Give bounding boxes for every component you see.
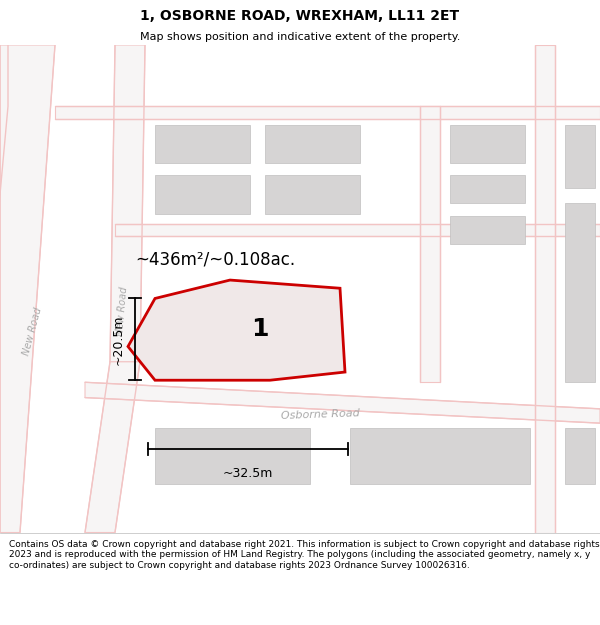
Text: ~20.5m: ~20.5m [112, 314, 125, 364]
Polygon shape [85, 362, 140, 532]
Text: New Road: New Road [115, 286, 129, 336]
Polygon shape [115, 224, 600, 236]
Polygon shape [265, 175, 360, 214]
Polygon shape [110, 45, 145, 362]
Polygon shape [350, 428, 530, 484]
Polygon shape [0, 45, 55, 532]
Polygon shape [565, 125, 595, 188]
Polygon shape [420, 106, 440, 382]
Text: ~32.5m: ~32.5m [223, 467, 273, 480]
Polygon shape [155, 428, 310, 484]
Polygon shape [85, 382, 600, 423]
Polygon shape [128, 280, 345, 380]
Polygon shape [565, 203, 595, 382]
Text: 1: 1 [251, 317, 269, 341]
Polygon shape [450, 216, 525, 244]
Text: New Road: New Road [21, 306, 43, 356]
Polygon shape [55, 106, 600, 119]
Text: Contains OS data © Crown copyright and database right 2021. This information is : Contains OS data © Crown copyright and d… [9, 540, 599, 570]
Text: Map shows position and indicative extent of the property.: Map shows position and indicative extent… [140, 32, 460, 43]
Polygon shape [535, 45, 555, 532]
Polygon shape [565, 428, 595, 484]
Polygon shape [265, 125, 360, 162]
Polygon shape [450, 175, 525, 203]
Text: ~436m²/~0.108ac.: ~436m²/~0.108ac. [135, 251, 295, 269]
Polygon shape [155, 125, 250, 162]
Polygon shape [155, 175, 250, 214]
Text: Osborne Road: Osborne Road [280, 409, 359, 421]
Text: 1, OSBORNE ROAD, WREXHAM, LL11 2ET: 1, OSBORNE ROAD, WREXHAM, LL11 2ET [140, 9, 460, 23]
Polygon shape [450, 125, 525, 162]
